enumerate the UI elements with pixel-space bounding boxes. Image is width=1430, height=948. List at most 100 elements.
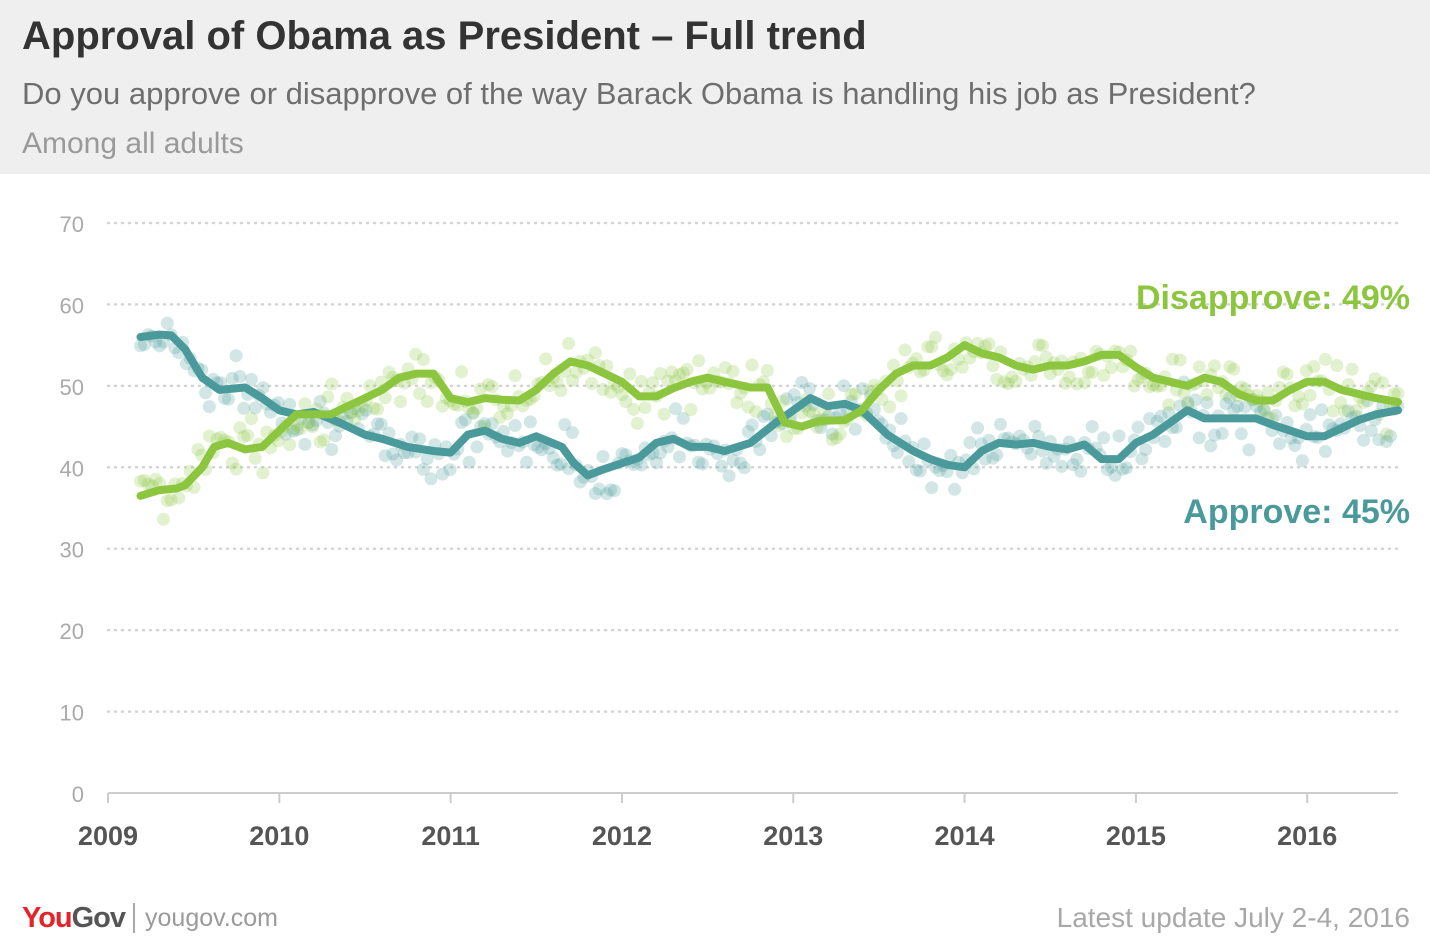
poll-dot <box>730 396 744 410</box>
poll-dot <box>1166 352 1179 366</box>
poll-dot <box>661 374 675 388</box>
poll-dot <box>806 407 820 421</box>
poll-dot <box>1330 359 1344 372</box>
poll-dot <box>757 410 770 423</box>
poll-dot <box>722 469 736 483</box>
chart-population: Among all adults <box>22 127 244 160</box>
poll-dot <box>673 368 686 382</box>
poll-dot <box>1104 460 1118 474</box>
poll-dot <box>436 467 449 481</box>
poll-dot <box>565 426 579 440</box>
poll-dot <box>241 428 255 442</box>
poll-dot <box>539 352 553 366</box>
poll-dot <box>149 472 163 486</box>
poll-dot <box>298 397 312 411</box>
poll-dot <box>1223 360 1237 374</box>
poll-dot <box>1345 362 1359 376</box>
poll-dot <box>936 364 950 378</box>
poll-dot <box>218 391 232 405</box>
poll-dot <box>1368 372 1382 386</box>
poll-dot <box>1318 352 1332 366</box>
poll-dot <box>157 512 170 526</box>
poll-dot <box>1032 338 1046 352</box>
poll-dot <box>1315 403 1329 417</box>
poll-dot <box>1234 427 1248 441</box>
x-tick-label: 2014 <box>935 821 995 851</box>
line-chart: 0 10 20 30 40 50 60 70 2009 2010 2011 2012 2013 2014 2… <box>60 212 1410 851</box>
logo-you: You <box>22 901 73 934</box>
poll-dot <box>134 339 147 353</box>
poll-dot <box>653 446 667 460</box>
yougov-logo[interactable]: You Gov yougov.com <box>22 898 278 938</box>
poll-dot <box>1295 397 1309 411</box>
poll-dot <box>940 368 954 382</box>
x-tick-label: 2012 <box>592 821 652 851</box>
poll-dot <box>592 482 606 496</box>
poll-dot <box>844 388 858 401</box>
poll-dot <box>1288 439 1302 452</box>
poll-dot <box>971 421 985 435</box>
poll-dot <box>1299 364 1313 378</box>
poll-dot <box>741 425 755 438</box>
site-link[interactable]: yougov.com <box>145 903 278 932</box>
poll-dot <box>1391 386 1405 400</box>
poll-dot <box>1131 372 1145 386</box>
poll-dot <box>202 400 216 414</box>
poll-dot <box>1059 376 1072 390</box>
poll-dot <box>378 449 392 463</box>
poll-dot <box>321 390 335 404</box>
poll-dot <box>665 365 679 379</box>
poll-dot <box>760 407 774 421</box>
poll-dot <box>508 419 522 432</box>
poll-dot <box>990 372 1004 386</box>
chart-subtitle: Do you approve or disapprove of the way … <box>22 76 1256 111</box>
poll-dot <box>990 448 1004 462</box>
poll-dot <box>856 382 870 396</box>
poll-dot <box>944 448 958 462</box>
poll-dot <box>313 394 327 408</box>
poll-dot <box>382 365 396 379</box>
poll-dot <box>921 340 935 354</box>
poll-dot <box>596 383 610 396</box>
poll-dot <box>1081 365 1095 379</box>
poll-dot <box>615 388 629 402</box>
poll-dot <box>237 401 251 415</box>
poll-dot <box>1303 388 1317 402</box>
poll-dot <box>588 346 602 360</box>
poll-dot <box>596 450 610 463</box>
poll-dot <box>416 462 430 476</box>
poll-dot <box>986 451 1000 465</box>
poll-dot <box>585 377 599 390</box>
logo-gov: Gov <box>71 901 126 934</box>
poll-dot <box>615 447 629 461</box>
poll-dot <box>795 376 809 389</box>
poll-dot <box>917 437 931 451</box>
poll-dot <box>1349 404 1363 417</box>
y-tick-label: 50 <box>60 375 84 400</box>
poll-dot <box>137 473 151 487</box>
poll-dot <box>1001 377 1015 391</box>
poll-dot <box>351 404 365 418</box>
poll-dot <box>455 365 469 379</box>
poll-dot <box>294 421 308 435</box>
poll-dot <box>638 401 652 415</box>
poll-dot <box>424 472 438 486</box>
poll-dot <box>867 402 881 416</box>
poll-dot <box>825 433 839 447</box>
poll-dot <box>925 481 939 495</box>
poll-dot <box>386 447 400 461</box>
poll-dot <box>833 427 847 441</box>
poll-dot <box>657 407 671 421</box>
poll-dot <box>1227 403 1241 417</box>
poll-dot <box>692 354 706 368</box>
poll-dot <box>894 412 908 425</box>
poll-dot <box>1009 374 1023 388</box>
poll-dot <box>925 340 939 354</box>
poll-dot <box>695 457 709 471</box>
poll-dot <box>695 382 709 396</box>
poll-dot <box>745 358 759 372</box>
poll-dot <box>1292 389 1306 403</box>
poll-dot <box>634 374 648 388</box>
poll-dot <box>1013 429 1027 443</box>
poll-dot <box>1005 370 1019 384</box>
